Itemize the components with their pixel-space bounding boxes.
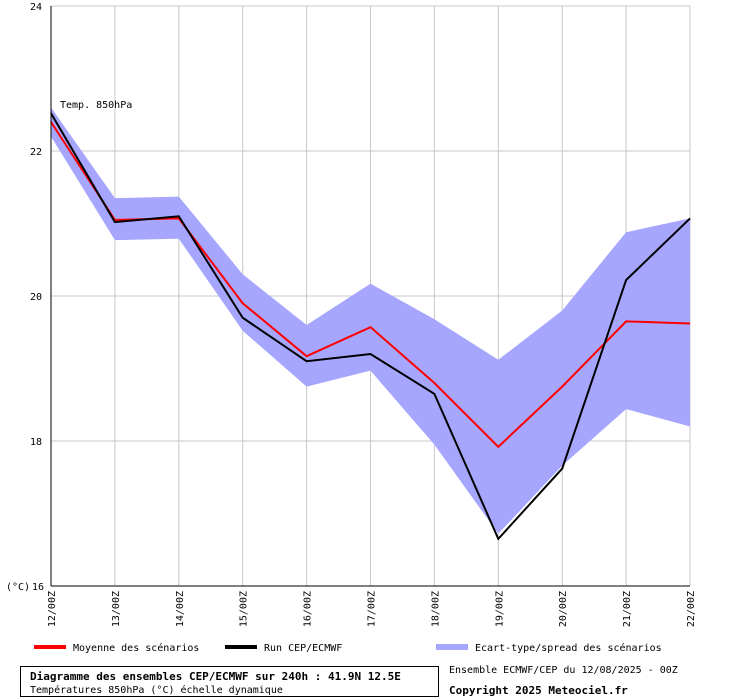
x-tick-label: 22/00Z bbox=[686, 591, 697, 627]
chart-title: Diagramme des ensembles CEP/ECMWF sur 24… bbox=[30, 670, 401, 683]
x-tick-label: 21/00Z bbox=[622, 591, 633, 627]
run-info: Ensemble ECMWF/CEP du 12/08/2025 - 00Z bbox=[449, 665, 678, 676]
y-tick-label: 16 bbox=[32, 582, 44, 593]
y-unit-label: (°C) bbox=[6, 582, 30, 593]
x-tick-labels: 12/00Z 13/00Z 14/00Z 15/00Z 16/00Z 17/00Z 18/0… bbox=[47, 591, 697, 627]
footer-title-box: Diagramme des ensembles CEP/ECMWF sur 24… bbox=[20, 666, 439, 697]
x-tick-label: 12/00Z bbox=[47, 591, 58, 627]
x-tick-label: 16/00Z bbox=[303, 591, 314, 627]
y-tick-label: 22 bbox=[30, 147, 42, 158]
x-tick-label: 17/00Z bbox=[367, 591, 378, 627]
y-tick-labels: 16 18 20 22 24 bbox=[30, 2, 44, 593]
axes-group bbox=[50, 6, 690, 587]
chart-canvas: 16 18 20 22 24 12/00Z 13/00Z 14/00Z 15/00Z 16/00… bbox=[6, 2, 697, 654]
series-caption: Temp. 850hPa bbox=[60, 100, 132, 111]
x-tick-label: 20/00Z bbox=[558, 591, 569, 627]
x-tick-label: 19/00Z bbox=[494, 591, 505, 627]
y-tick-label: 18 bbox=[30, 437, 42, 448]
x-tick-label: 13/00Z bbox=[111, 591, 122, 627]
spread-band-group bbox=[51, 107, 690, 534]
x-tick-label: 14/00Z bbox=[175, 591, 186, 627]
chart-subtitle: Températures 850hPa (°C) échelle dynamiq… bbox=[30, 685, 283, 696]
y-tick-label: 20 bbox=[30, 292, 42, 303]
spread-band bbox=[51, 107, 690, 534]
y-tick-label: 24 bbox=[30, 2, 42, 13]
copyright-notice: Copyright 2025 Meteociel.fr bbox=[449, 684, 628, 697]
legend: Moyenne des scénarios Run CEP/ECMWF Ecar… bbox=[34, 642, 662, 654]
x-tick-label: 15/00Z bbox=[239, 591, 250, 627]
legend-label-spread: Ecart-type/spread des scénarios bbox=[475, 642, 662, 654]
legend-label-mean: Moyenne des scénarios bbox=[73, 642, 199, 654]
series-lines-group bbox=[50, 112, 691, 541]
x-tick-label: 18/00Z bbox=[430, 591, 441, 627]
run-series-line bbox=[50, 112, 691, 541]
legend-label-run: Run CEP/ECMWF bbox=[264, 643, 342, 654]
